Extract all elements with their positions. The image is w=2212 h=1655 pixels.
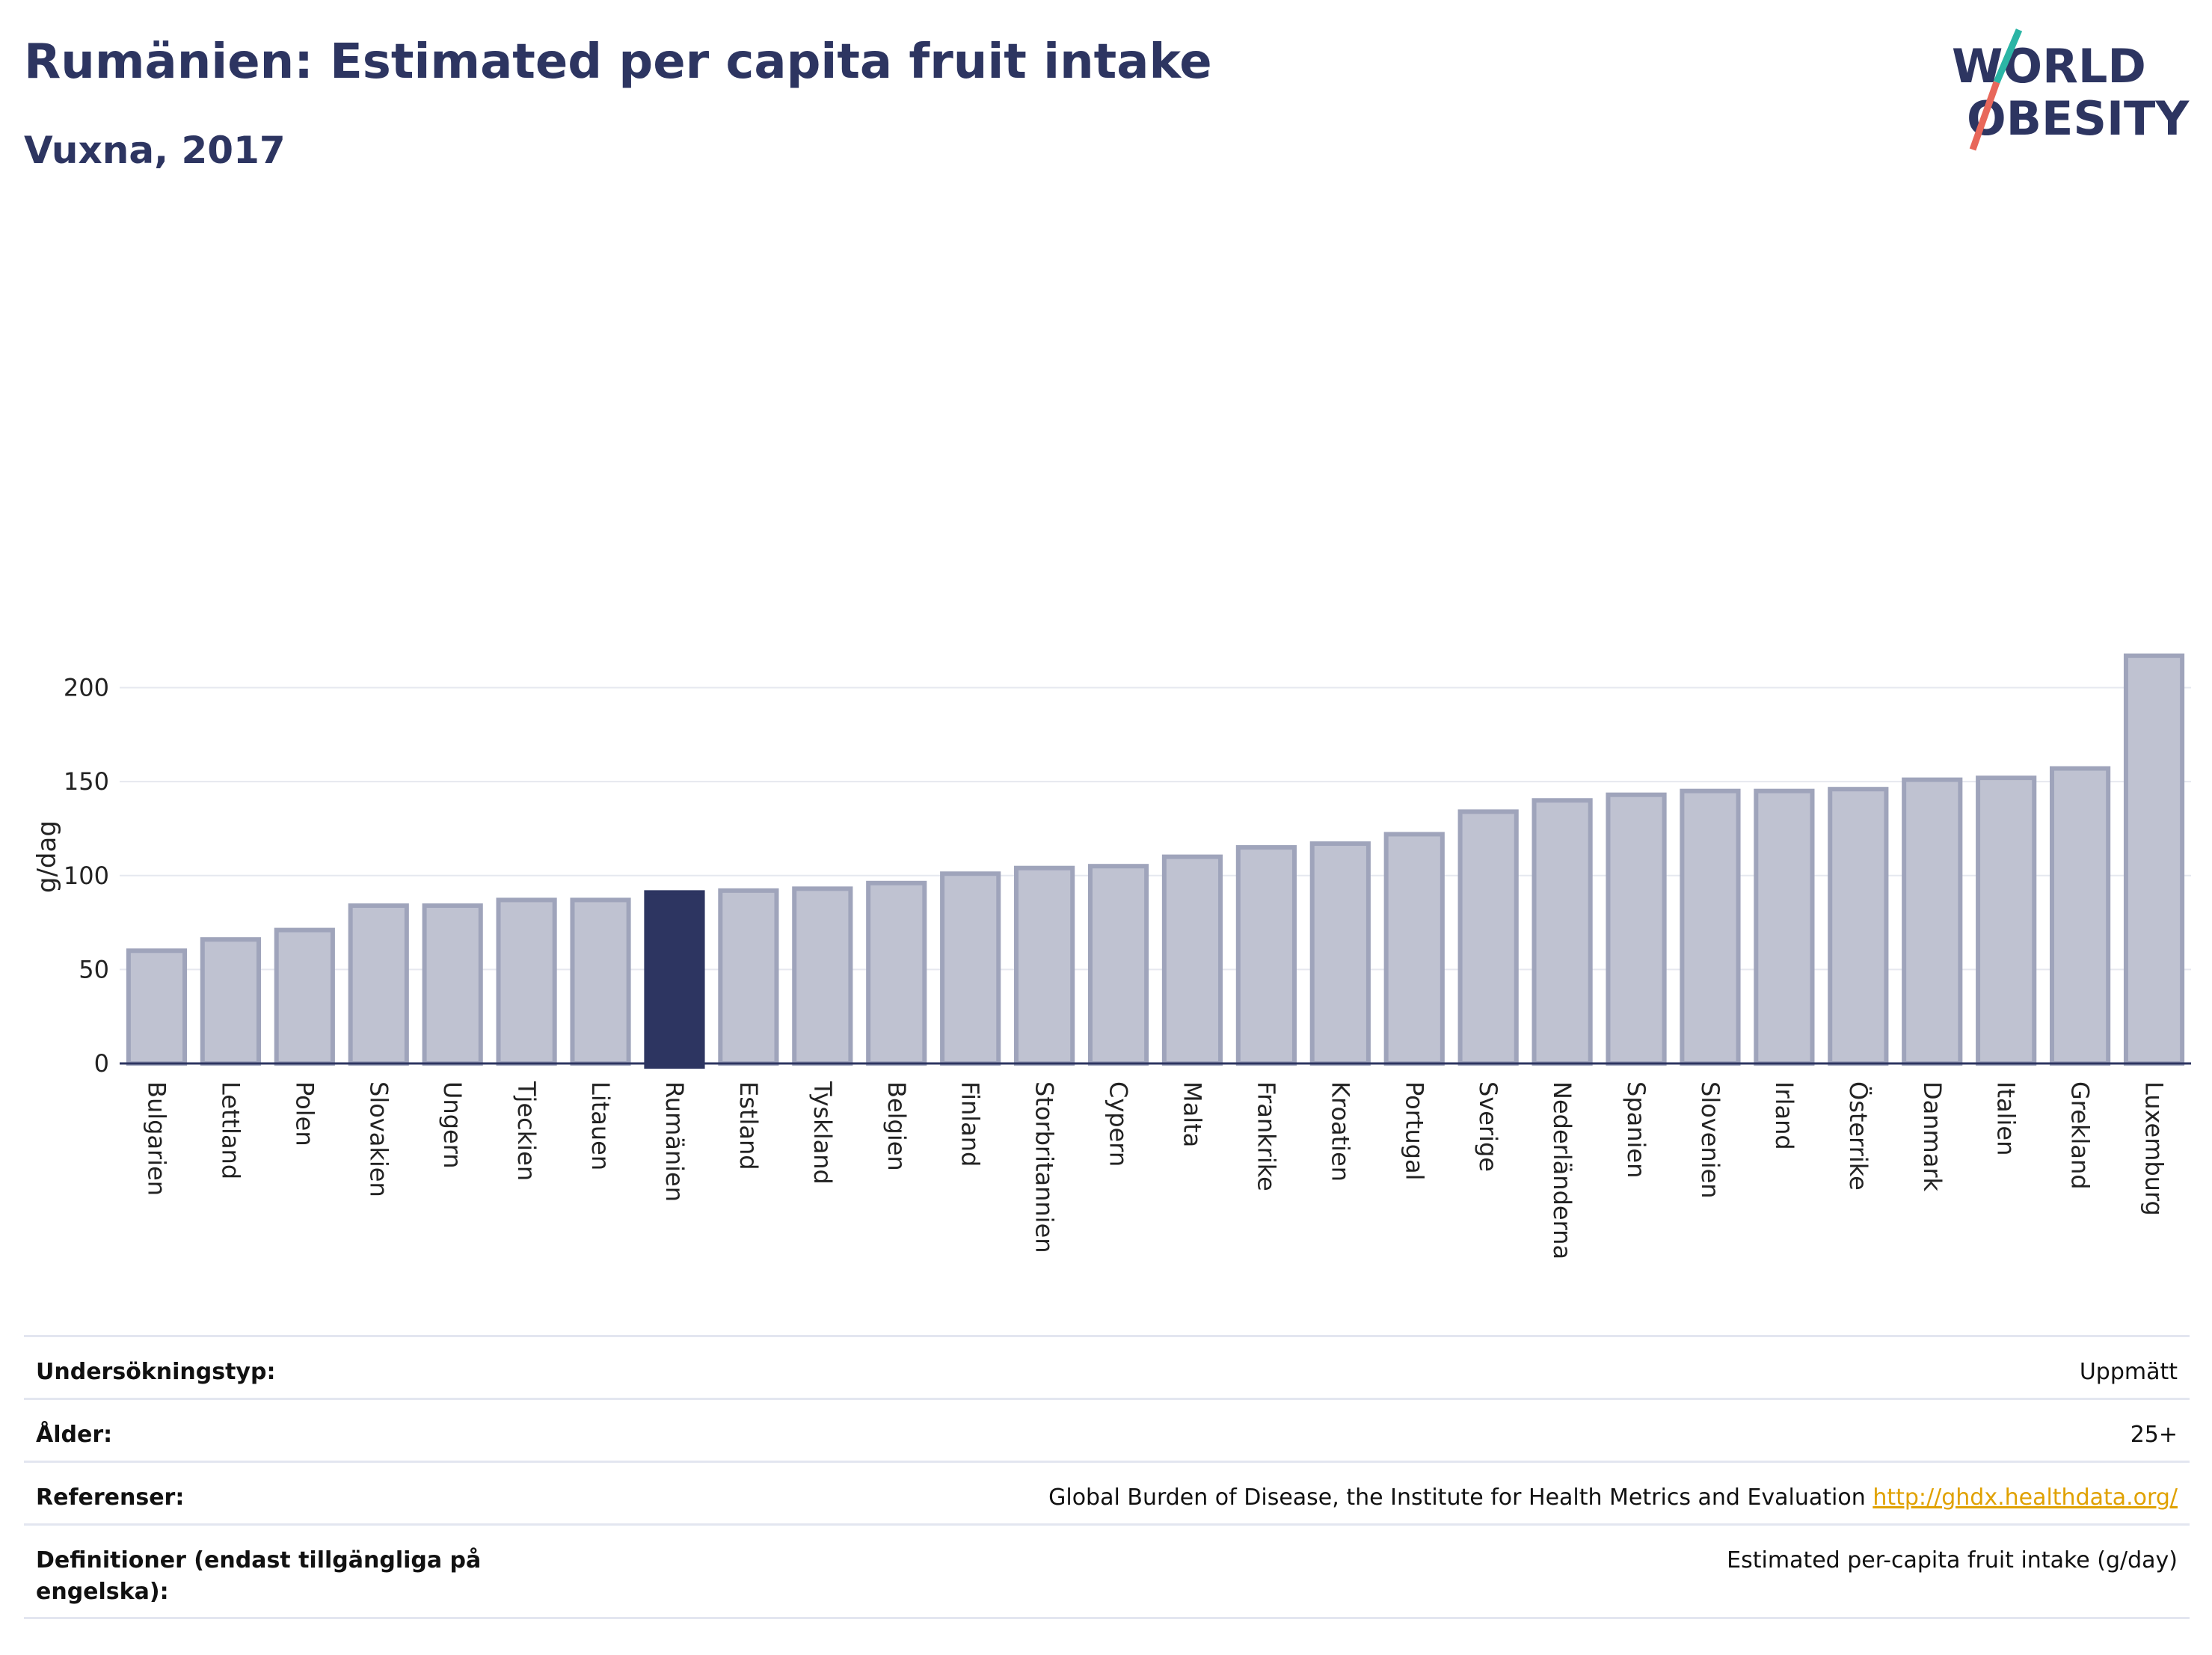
category-label: Malta (1178, 1081, 1206, 1147)
bar-sverige (1457, 809, 1519, 1066)
category-label: Grekland (2066, 1081, 2095, 1190)
bar-belgien (866, 880, 927, 1066)
bar-italien (1976, 776, 2037, 1066)
bar-frankrike (1235, 845, 1297, 1066)
bar-rumänien (644, 890, 705, 1069)
bar-österrike (1828, 787, 1889, 1066)
category-label: Italien (1992, 1081, 2021, 1155)
bar-ungern (422, 903, 483, 1066)
bar-nederländerna (1531, 798, 1593, 1066)
category-label: Rumänien (660, 1081, 689, 1202)
category-label: Slovakien (364, 1081, 393, 1197)
bar-estland (718, 888, 779, 1066)
bar-irland (1754, 788, 1815, 1066)
info-row: Definitioner (endast tillgängliga på eng… (24, 1523, 2190, 1619)
y-axis-label: g/dag (32, 820, 62, 893)
category-label: Irland (1770, 1081, 1798, 1150)
category-label: Slovenien (1696, 1081, 1724, 1199)
bar-tjeckien (496, 897, 557, 1066)
y-tick-label: 0 (94, 1049, 109, 1078)
info-value-text: 25+ (2130, 1422, 2178, 1448)
info-label: Undersökningstyp: (36, 1359, 276, 1385)
category-label: Finland (956, 1081, 985, 1167)
y-tick-label: 200 (64, 674, 109, 702)
info-label: Referenser: (36, 1484, 185, 1511)
bar-tyskland (792, 886, 853, 1066)
info-value: 25+ (2130, 1419, 2178, 1451)
info-value: Global Burden of Disease, the Institute … (1048, 1482, 2178, 1514)
info-value-text: Estimated per-capita fruit intake (g/day… (1727, 1547, 2178, 1573)
info-row: Referenser: Global Burden of Disease, the… (24, 1461, 2190, 1523)
bar-litauen (570, 897, 631, 1066)
bar-finland (940, 871, 1001, 1066)
chart-subtitle: Vuxna, 2017 (24, 129, 286, 172)
category-label: Cypern (1105, 1081, 1133, 1167)
bar-polen (274, 927, 335, 1066)
category-label: Portugal (1400, 1081, 1428, 1181)
bar-cypern (1087, 864, 1149, 1066)
bar-kroatien (1309, 841, 1371, 1066)
reference-link[interactable]: http://ghdx.healthdata.org/ (1872, 1484, 2178, 1511)
bar-portugal (1383, 832, 1445, 1066)
info-value: Estimated per-capita fruit intake (g/day… (1727, 1545, 2178, 1576)
info-label: Ålder: (36, 1422, 113, 1448)
bar-spanien (1606, 792, 1667, 1066)
category-label: Danmark (1918, 1081, 1947, 1191)
category-label: Luxemburg (2140, 1081, 2169, 1216)
logo-slash-teal (1993, 28, 2023, 84)
info-value-text: Uppmätt (2079, 1359, 2178, 1385)
bar-luxemburg (2123, 653, 2185, 1066)
category-label: Sverige (1474, 1081, 1502, 1172)
chart-title: Rumänien: Estimated per capita fruit int… (24, 34, 1212, 90)
info-row: Undersökningstyp: Uppmätt (24, 1335, 2190, 1398)
world-obesity-logo: WORLD OBESITY (1952, 28, 2190, 151)
info-value-text: Global Burden of Disease, the Institute … (1048, 1484, 1866, 1511)
bar-slovakien (348, 903, 409, 1066)
info-table: Undersökningstyp: Uppmätt Ålder: 25+ Referen… (24, 1335, 2190, 1619)
category-labels: Bulgarien Lettland Polen Slovakien Ungern Tje… (142, 1081, 2168, 1259)
category-label: Storbritannien (1030, 1081, 1059, 1253)
logo-text-world: WORLD (1952, 39, 2146, 93)
info-row: Ålder: 25+ (24, 1398, 2190, 1461)
category-label: Österrike (1844, 1081, 1872, 1191)
y-tick-label: 150 (64, 767, 109, 796)
category-label: Tyskland (808, 1081, 837, 1185)
category-label: Ungern (438, 1081, 467, 1169)
bar-lettland (200, 937, 261, 1066)
bar-malta (1161, 854, 1223, 1066)
bar-chart: 0 50 100 150 200 Bulgarien Lettland Polen Slova… (32, 653, 2191, 1259)
category-label: Litauen (586, 1081, 615, 1170)
bar-slovenien (1680, 788, 1741, 1066)
category-label: Kroatien (1326, 1081, 1354, 1182)
logo-text-obesity: OBESITY (1967, 91, 2190, 146)
bar-grekland (2050, 766, 2111, 1066)
y-tick-label: 100 (64, 862, 109, 890)
logo-slash-coral (1969, 81, 2000, 151)
category-label: Estland (734, 1081, 763, 1170)
category-label: Nederländerna (1548, 1081, 1576, 1259)
bars (126, 653, 2185, 1069)
category-label: Belgien (882, 1081, 911, 1171)
category-label: Tjeckien (512, 1081, 541, 1181)
category-label: Frankrike (1252, 1081, 1280, 1191)
bar-storbritannien (1014, 865, 1075, 1066)
info-value: Uppmätt (2080, 1357, 2178, 1388)
category-label: Bulgarien (142, 1081, 170, 1196)
category-label: Lettland (216, 1081, 245, 1179)
bar-danmark (1902, 777, 1963, 1066)
category-label: Polen (290, 1081, 319, 1146)
y-tick-label: 50 (79, 955, 109, 983)
bar-bulgarien (126, 948, 188, 1066)
info-label: Definitioner (endast tillgängliga på eng… (36, 1547, 482, 1605)
y-tick-labels: 0 50 100 150 200 (64, 674, 109, 1078)
category-label: Spanien (1622, 1081, 1650, 1178)
